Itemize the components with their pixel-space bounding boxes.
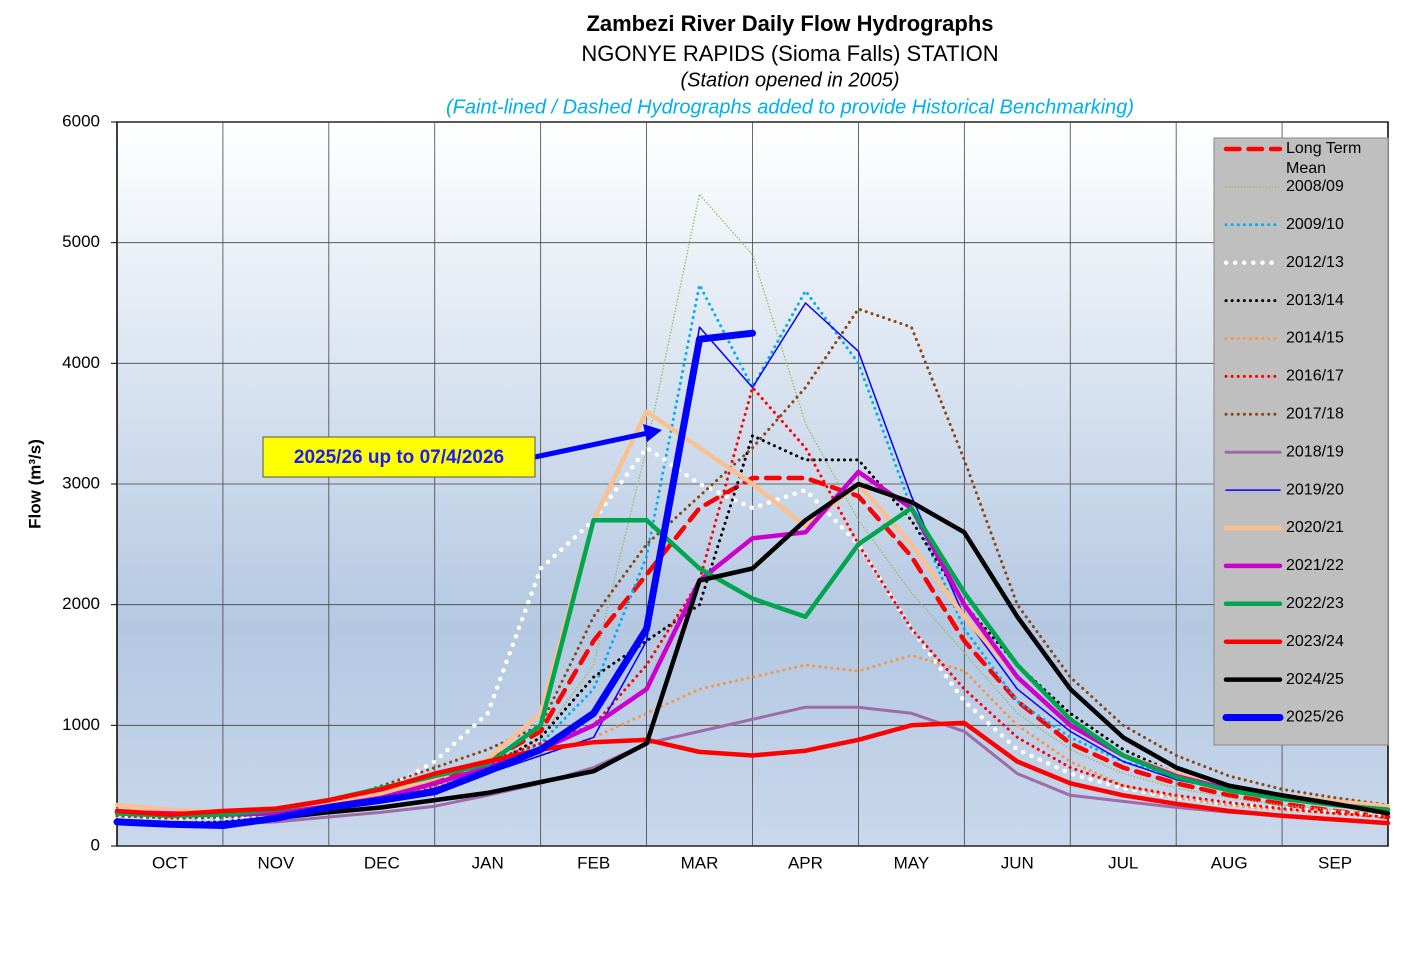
- legend-label: 2024/25: [1286, 671, 1344, 688]
- x-tick-label: AUG: [1211, 853, 1248, 872]
- x-tick-label: JUN: [1001, 853, 1034, 872]
- legend-label: 2020/21: [1286, 519, 1344, 536]
- x-tick-label: JUL: [1108, 853, 1138, 872]
- lines: [113, 193, 1391, 829]
- series-line: [114, 720, 1391, 826]
- legend-label: 2022/23: [1286, 595, 1344, 612]
- annotation-text: 2025/26 up to 07/4/2026: [294, 447, 504, 468]
- y-tick-label: 1000: [62, 715, 100, 734]
- legend-label: 2017/18: [1286, 406, 1344, 423]
- x-tick-label: MAR: [681, 853, 719, 872]
- y-tick-label: 5000: [62, 232, 100, 251]
- legend-label: 2018/19: [1286, 443, 1344, 460]
- series-line: [114, 481, 1391, 828]
- x-tick-label: APR: [788, 853, 823, 872]
- legend-label: 2019/20: [1286, 481, 1344, 498]
- x-tick-label: DEC: [364, 853, 400, 872]
- x-tick-label: SEP: [1318, 853, 1352, 872]
- x-tick-label: FEB: [577, 853, 610, 872]
- legend-label: 2021/22: [1286, 557, 1344, 574]
- y-tick-label: 4000: [62, 353, 100, 372]
- annotation-arrow: [534, 430, 649, 460]
- annotation-box: [262, 436, 536, 478]
- series-line: [115, 705, 1390, 826]
- legend-label: 2025/26: [1286, 709, 1344, 726]
- legend-label: 2014/15: [1286, 330, 1344, 347]
- legend-label: 2008/09: [1286, 178, 1344, 195]
- y-tick-label: 2000: [62, 594, 100, 613]
- series-line: [116, 193, 1389, 816]
- legend-label: 2009/10: [1286, 216, 1344, 233]
- chart-subtitle: NGONYE RAPIDS (Sioma Falls) STATION: [581, 41, 998, 66]
- x-tick-label: NOV: [257, 853, 295, 872]
- legend-label: 2016/17: [1286, 368, 1344, 385]
- y-tick-label: 6000: [62, 111, 100, 130]
- y-axis-label: Flow (m³/s): [25, 439, 44, 529]
- y-tick-label: 3000: [62, 473, 100, 492]
- station-note: (Station opened in 2005): [680, 69, 899, 91]
- series-line: [113, 329, 756, 829]
- legend-label: 2013/14: [1286, 292, 1344, 309]
- chart-title: Zambezi River Daily Flow Hydrographs: [586, 11, 993, 36]
- benchmark-note: (Faint-lined / Dashed Hydrographs added …: [446, 96, 1134, 118]
- legend-label: Long Term Mean: [1286, 140, 1361, 177]
- arrow-head: [643, 424, 662, 442]
- x-tick-label: JAN: [472, 853, 504, 872]
- x-tick-label: MAY: [894, 853, 930, 872]
- legend-label: 2012/13: [1286, 254, 1344, 271]
- series-line: [114, 445, 1391, 821]
- y-tick-label: 0: [91, 835, 100, 854]
- x-tick-label: OCT: [152, 853, 188, 872]
- annotation: 2025/26 up to 07/4/2026: [262, 424, 662, 478]
- legend-label: 2023/24: [1286, 633, 1344, 650]
